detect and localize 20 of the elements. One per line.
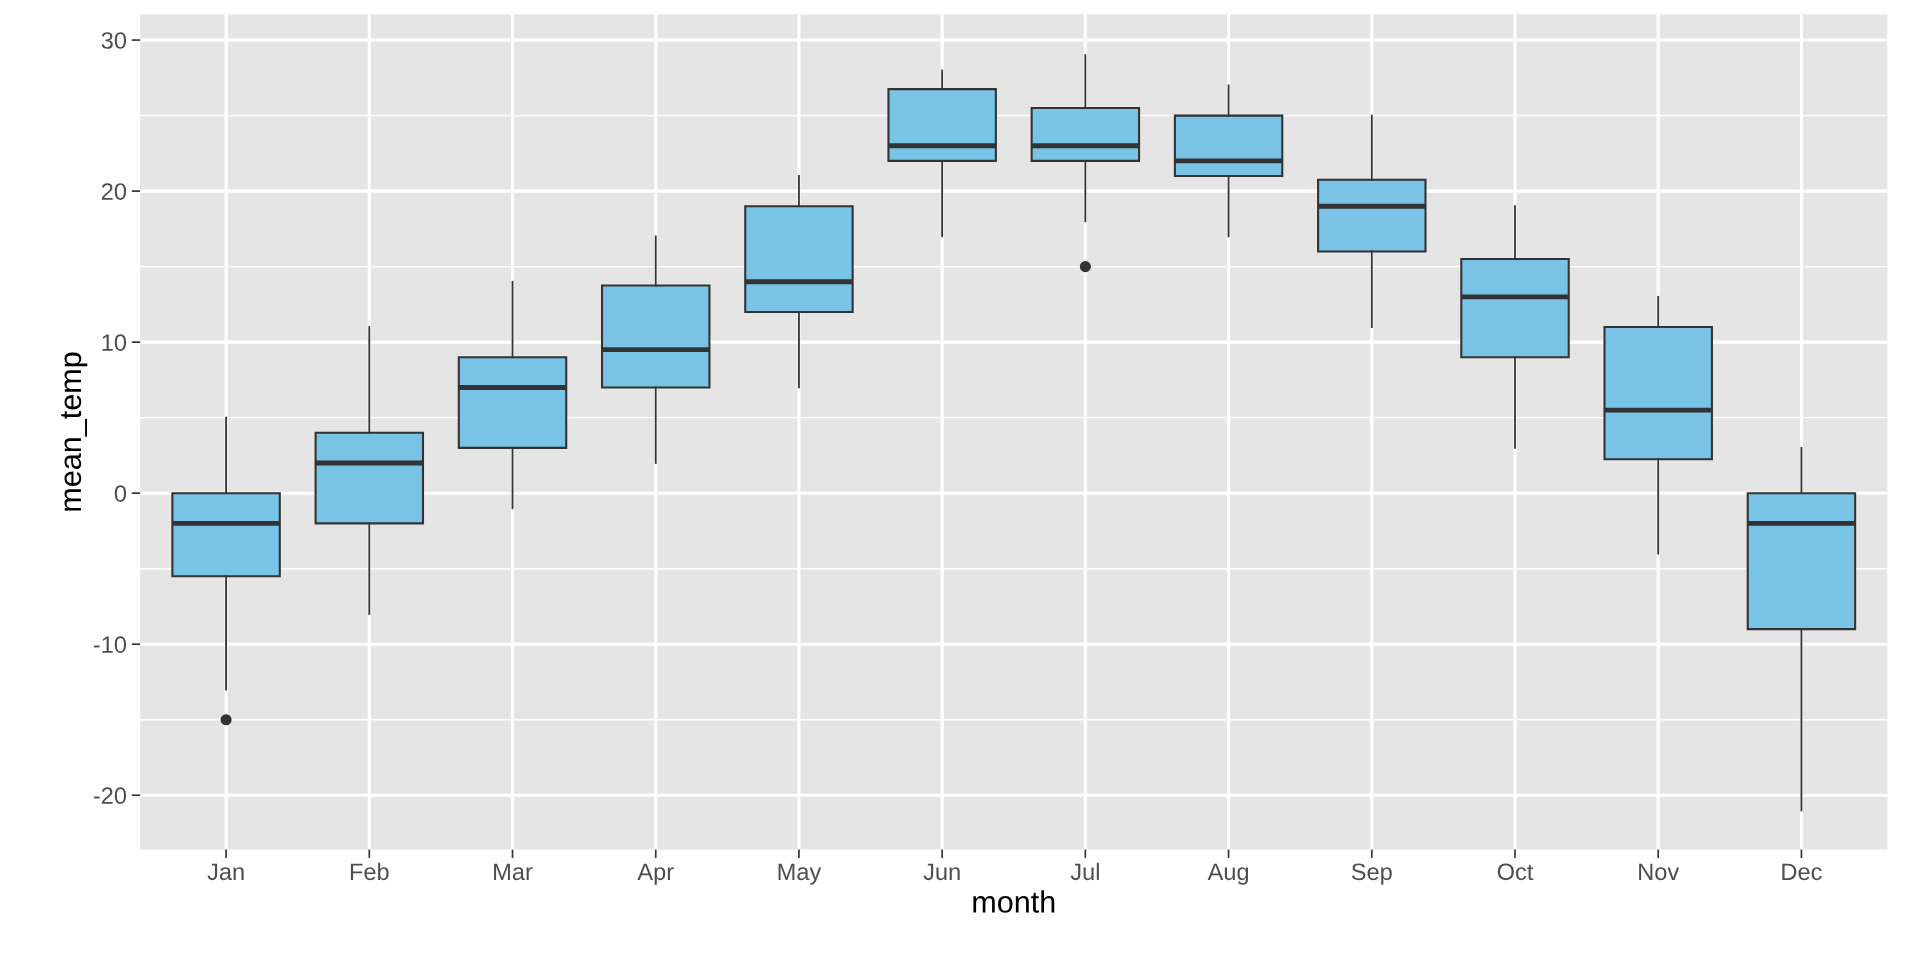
x-tick-label: Feb <box>350 862 389 881</box>
x-tick-label: May <box>778 863 822 885</box>
x-tick-label: Nov <box>1639 863 1680 881</box>
x-tick-label: Sep <box>1351 863 1392 885</box>
y-tick-label: -20 <box>93 787 127 805</box>
y-tick-label: 0 <box>114 485 127 502</box>
x-tick-label: Mar <box>494 863 533 881</box>
y-axis-title: mean_temp <box>61 352 88 511</box>
x-tick-label: Oct <box>1497 863 1534 881</box>
y-tick-label: -10 <box>93 636 127 653</box>
x-tick-label: Jan <box>207 863 244 881</box>
x-tick-label: Jul <box>1070 862 1099 881</box>
x-tick-label: Jun <box>923 863 960 881</box>
y-tick-label: 10 <box>102 334 127 351</box>
y-tick-label: 20 <box>101 183 127 200</box>
x-tick-label: Aug <box>1207 863 1249 885</box>
x-tick-label: Dec <box>1782 863 1822 881</box>
x-axis-title: month <box>973 890 1055 913</box>
x-tick-label: Apr <box>637 863 674 885</box>
y-tick-label: 30 <box>101 32 127 49</box>
